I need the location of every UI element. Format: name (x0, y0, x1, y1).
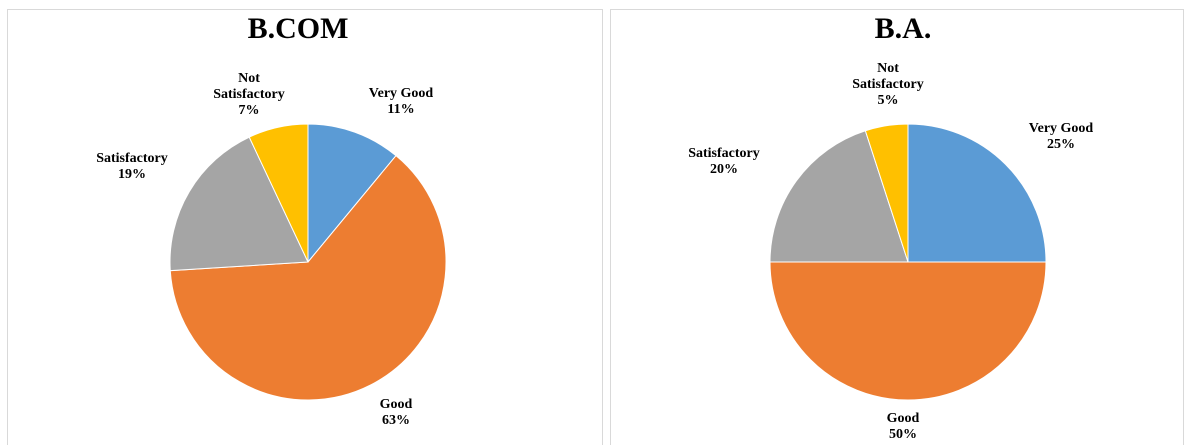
data-label-very-good: Very Good 25% (1029, 121, 1094, 152)
chart-title-bcom: B.COM (248, 12, 349, 45)
pie-slice-good (769, 261, 1047, 401)
pie-chart-bcom: B.COM Very Good 11% Good 63% Satisfactory 19% N… (96, 12, 447, 428)
data-label-not-satisfactory: Not Satisfactory 7% (213, 71, 285, 118)
data-label-not-satisfactory: Not Satisfactory 5% (852, 61, 924, 108)
pie-slice-not-satisfactory (248, 123, 309, 263)
chart-panel-bcom: B.COM Very Good 11% Good 63% Satisfactory 19% N… (7, 9, 603, 445)
pie-slice-satisfactory (769, 130, 909, 263)
data-label-good: Good 50% (887, 411, 920, 442)
data-label-good: Good 63% (380, 397, 413, 428)
pie-slice-satisfactory (169, 136, 309, 272)
data-label-very-good: Very Good 11% (369, 86, 434, 117)
chart-title-ba: B.A. (875, 12, 932, 45)
chart-panel-ba: B.A. Very Good 25% Good 50% Satisfactory 20% No… (610, 9, 1184, 445)
pie-slice-good (169, 154, 447, 401)
pie-slice-not-satisfactory (864, 123, 909, 263)
pie-slice-very-good (907, 123, 1047, 263)
data-label-satisfactory: Satisfactory 19% (96, 151, 168, 182)
pie-chart-ba: B.A. Very Good 25% Good 50% Satisfactory 20% No… (688, 12, 1094, 442)
pie-slice-very-good (307, 123, 397, 264)
data-label-satisfactory: Satisfactory 20% (688, 146, 760, 177)
